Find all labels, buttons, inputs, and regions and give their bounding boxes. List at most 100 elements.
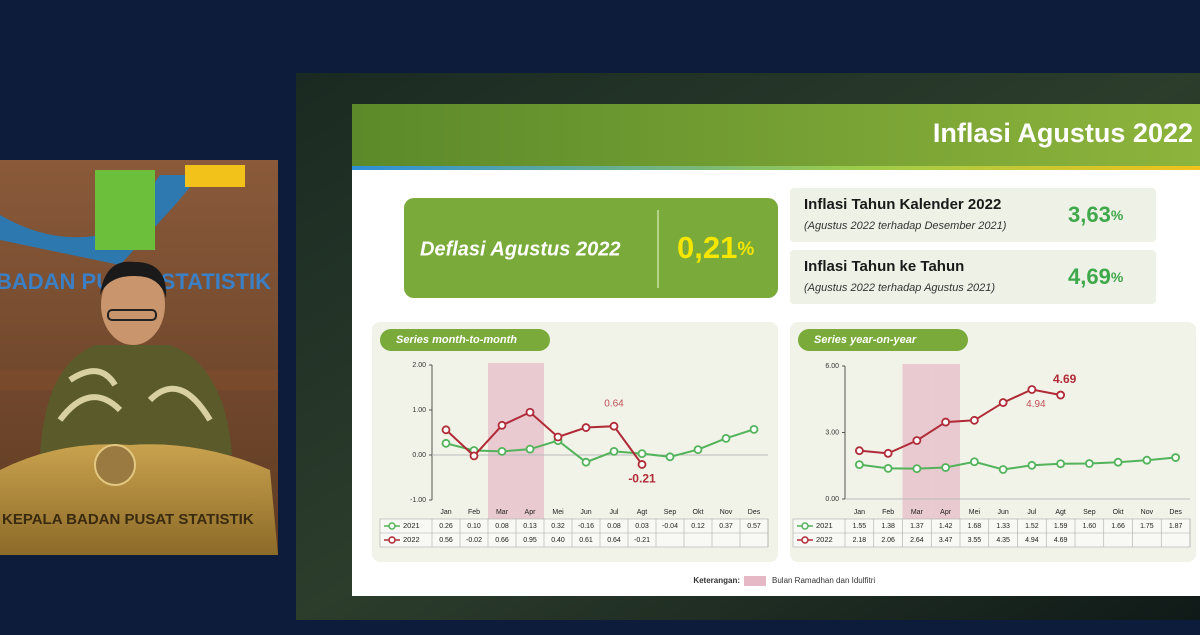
data-point <box>637 449 647 459</box>
table-value: 0.61 <box>579 537 593 544</box>
legend-marker <box>388 522 396 530</box>
data-point <box>1084 459 1094 468</box>
chart-title-pill <box>380 329 550 351</box>
data-point <box>1027 460 1037 470</box>
table-value: 2.06 <box>881 537 895 544</box>
data-point <box>941 463 951 472</box>
annotation: 4.69 <box>1053 372 1077 386</box>
header-band <box>352 104 1200 166</box>
x-tick-label: Feb <box>468 509 480 516</box>
data-point <box>912 464 922 474</box>
y-tick-label: 2.00 <box>412 362 426 369</box>
table-value: -0.04 <box>662 523 678 530</box>
x-tick-label: Nov <box>1141 509 1154 516</box>
x-tick-label: Okt <box>1113 509 1124 516</box>
x-tick-label: Nov <box>720 509 733 516</box>
data-point <box>1142 455 1152 465</box>
table-value: 1.68 <box>968 523 982 530</box>
slide-title: Inflasi Agustus 2022 <box>933 118 1193 148</box>
data-point <box>883 448 893 458</box>
x-tick-label: Mar <box>496 509 509 516</box>
info-label: Inflasi Tahun Kalender 2022 <box>804 196 1001 213</box>
table-value: 0.13 <box>523 523 537 530</box>
y-tick-label: 0.00 <box>412 452 426 459</box>
info-box <box>790 188 1156 242</box>
data-point <box>609 421 619 431</box>
x-tick-label: Jul <box>1027 509 1036 516</box>
data-point <box>969 415 979 425</box>
legend-marker <box>388 536 396 544</box>
data-point <box>441 438 451 448</box>
data-point <box>553 432 563 442</box>
batik-pattern <box>57 368 213 422</box>
data-point <box>854 446 864 456</box>
table-value: 0.08 <box>607 523 621 530</box>
table-value: 1.38 <box>881 523 895 530</box>
chart-title: Series year-on-year <box>814 334 917 346</box>
legend-label: 2022 <box>403 535 420 544</box>
table-value: 1.59 <box>1054 523 1068 530</box>
table-value: 0.03 <box>635 523 649 530</box>
x-tick-label: Mar <box>911 509 924 516</box>
chart-title-pill <box>798 329 968 351</box>
legend-label: 2021 <box>403 521 420 530</box>
data-point <box>998 465 1008 474</box>
glasses <box>107 309 157 321</box>
table-value: -0.21 <box>634 537 650 544</box>
x-tick-label: Apr <box>525 509 537 516</box>
x-tick-label: Feb <box>882 509 894 516</box>
data-point <box>525 407 535 417</box>
x-tick-label: Des <box>1169 509 1182 516</box>
data-point <box>854 460 864 470</box>
deflation-number: 0,21 <box>677 230 737 265</box>
note-text: Bulan Ramadhan dan Idulfitri <box>772 576 875 585</box>
data-point <box>969 457 979 467</box>
x-tick-label: Apr <box>940 509 952 516</box>
x-tick-label: Agt <box>637 509 648 516</box>
table-value: 4.35 <box>996 537 1010 544</box>
x-tick-label: Okt <box>693 509 704 516</box>
legend-label: 2022 <box>816 535 833 544</box>
table-value: 1.33 <box>996 523 1010 530</box>
info-unit: % <box>1111 269 1124 285</box>
logo-shape <box>185 165 245 187</box>
table-value: 0.95 <box>523 537 537 544</box>
data-point <box>912 436 922 445</box>
table-value: 1.75 <box>1140 523 1154 530</box>
y-tick-label: 3.00 <box>825 429 839 436</box>
annotation: 4.94 <box>1026 399 1046 410</box>
deflation-label: Deflasi Agustus 2022 <box>420 238 620 260</box>
logo-shape <box>95 170 155 250</box>
data-point <box>721 433 731 443</box>
table-value: -0.02 <box>466 537 482 544</box>
series-line <box>445 428 755 464</box>
hair <box>100 261 167 298</box>
table-value: 0.10 <box>467 523 481 530</box>
legend-marker <box>801 522 809 530</box>
table-value: 0.08 <box>495 523 509 530</box>
info-value: 3,63% <box>1068 202 1124 227</box>
table-value: 4.69 <box>1054 537 1068 544</box>
table-value: 1.55 <box>853 523 867 530</box>
deflation-box <box>404 198 778 298</box>
table-value: 2.18 <box>853 537 867 544</box>
info-value: 4,69% <box>1068 264 1124 289</box>
table-value: 3.55 <box>968 537 982 544</box>
data-point <box>497 446 507 456</box>
note-swatch <box>744 576 766 586</box>
series-line <box>445 411 643 466</box>
x-tick-label: Jul <box>610 509 619 516</box>
y-tick-label: 6.00 <box>825 363 839 370</box>
highlight-column <box>516 363 544 519</box>
x-tick-label: Jan <box>440 509 451 516</box>
table-value: 1.87 <box>1169 523 1183 530</box>
info-number: 4,69 <box>1068 264 1111 289</box>
info-label: Inflasi Tahun ke Tahun <box>804 258 964 275</box>
data-point <box>637 460 647 469</box>
podium <box>0 444 278 555</box>
chart-title: Series month-to-month <box>396 334 517 346</box>
table-value: 0.26 <box>439 523 453 530</box>
data-point <box>525 444 535 454</box>
data-point <box>941 417 951 427</box>
